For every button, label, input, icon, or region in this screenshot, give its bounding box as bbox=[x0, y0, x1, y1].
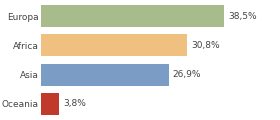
Text: 26,9%: 26,9% bbox=[173, 70, 201, 79]
Bar bbox=[41, 93, 59, 115]
Bar bbox=[41, 34, 187, 56]
Text: 30,8%: 30,8% bbox=[191, 41, 220, 50]
Text: 38,5%: 38,5% bbox=[228, 12, 256, 21]
Text: 3,8%: 3,8% bbox=[63, 99, 86, 108]
Bar bbox=[41, 64, 169, 86]
Bar bbox=[41, 5, 224, 27]
